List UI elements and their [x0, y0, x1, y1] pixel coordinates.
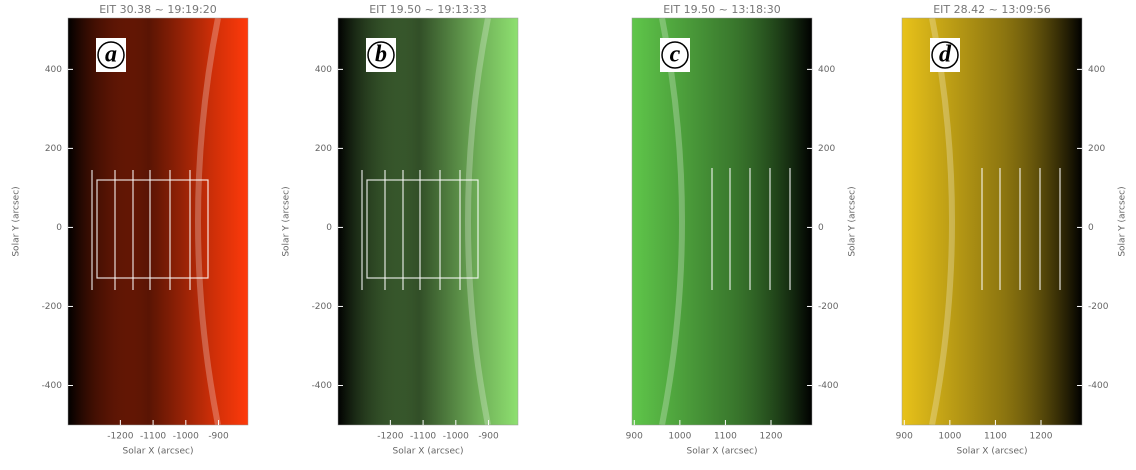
y-tick-label: 200: [315, 144, 332, 154]
y-tick-label: 400: [818, 65, 835, 75]
x-tick-label: 1100: [984, 432, 1007, 442]
y-tick-label: 400: [315, 65, 332, 75]
y-tick-label: 400: [1088, 65, 1105, 75]
x-axis-label: Solar X (arcsec): [123, 447, 194, 457]
y-tick-label: -200: [312, 302, 333, 312]
x-tick-label: -1200: [107, 432, 133, 442]
solar-image: [338, 18, 518, 425]
x-axis-label: Solar X (arcsec): [687, 447, 758, 457]
y-tick-label: -400: [818, 381, 839, 391]
panel-label: b: [375, 42, 387, 68]
x-axis-label: Solar X (arcsec): [957, 447, 1028, 457]
y-axis-label: Solar Y (arcsec): [1118, 186, 1128, 256]
y-tick-label: -200: [1088, 302, 1109, 312]
x-tick-label: 1200: [760, 432, 783, 442]
panel-label: a: [105, 42, 117, 68]
solar-image: [68, 18, 248, 425]
x-tick-label: -900: [208, 432, 229, 442]
solar-image: [632, 18, 812, 425]
panel-title: EIT 19.50 ~ 19:13:33: [369, 3, 487, 16]
panel-title: EIT 30.38 ~ 19:19:20: [99, 3, 217, 16]
y-tick-label: 200: [818, 144, 835, 154]
y-tick-label: -200: [818, 302, 839, 312]
y-tick-label: -400: [312, 381, 333, 391]
solar-image: [902, 18, 1082, 425]
x-tick-label: 1100: [714, 432, 737, 442]
y-tick-label: -400: [42, 381, 63, 391]
x-tick-label: 1200: [1030, 432, 1053, 442]
panel-title: EIT 28.42 ~ 13:09:56: [933, 3, 1051, 16]
x-tick-label: 900: [626, 432, 643, 442]
y-axis-label: Solar Y (arcsec): [12, 186, 22, 256]
x-tick-label: -1000: [443, 432, 469, 442]
figure: EIT 30.38 ~ 19:19:20 a -1200 -1100 -1000 -900…: [0, 0, 1136, 470]
x-axis-label: Solar X (arcsec): [393, 447, 464, 457]
y-axis-label: Solar Y (arcsec): [848, 186, 858, 256]
panel-label: c: [670, 42, 681, 68]
y-tick-label: -200: [42, 302, 63, 312]
x-tick-label: -900: [478, 432, 499, 442]
y-tick-label: 0: [1088, 223, 1094, 233]
x-tick-label: 1000: [668, 432, 691, 442]
x-tick-label: 900: [896, 432, 913, 442]
y-tick-label: 200: [1088, 144, 1105, 154]
x-tick-label: -1000: [173, 432, 199, 442]
panel-label: d: [939, 42, 952, 68]
y-tick-label: 400: [45, 65, 62, 75]
x-tick-label: -1200: [377, 432, 403, 442]
x-tick-label: -1100: [140, 432, 166, 442]
y-tick-label: 0: [326, 223, 332, 233]
panel-title: EIT 19.50 ~ 13:18:30: [663, 3, 781, 16]
x-tick-label: -1100: [410, 432, 436, 442]
y-tick-label: 0: [56, 223, 62, 233]
y-tick-label: 200: [45, 144, 62, 154]
y-axis-label: Solar Y (arcsec): [282, 186, 292, 256]
y-tick-label: 0: [818, 223, 824, 233]
y-tick-label: -400: [1088, 381, 1109, 391]
x-tick-label: 1000: [938, 432, 961, 442]
